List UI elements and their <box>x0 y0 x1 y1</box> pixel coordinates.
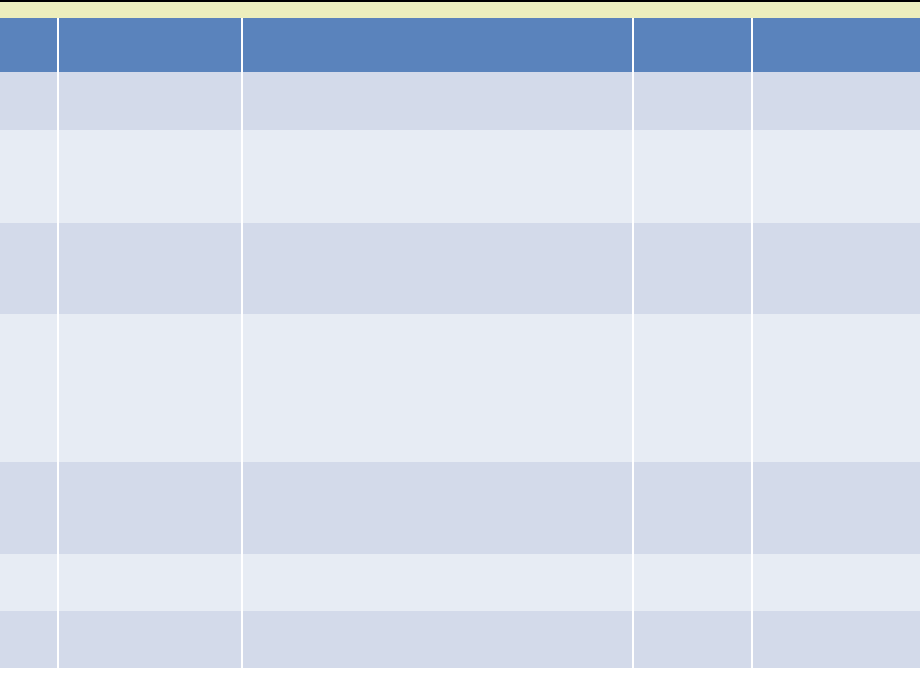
table-row <box>0 72 920 130</box>
table-row <box>0 554 920 611</box>
table-row <box>0 611 920 668</box>
table-cell <box>632 554 751 611</box>
table-cell <box>57 223 241 314</box>
table-cell <box>751 223 920 314</box>
data-table <box>0 18 920 668</box>
table-cell <box>241 314 632 462</box>
table-cell <box>57 314 241 462</box>
table-cell <box>751 611 920 668</box>
table-cell <box>751 554 920 611</box>
table-header-cell <box>241 18 632 72</box>
top-strip <box>0 0 920 18</box>
table-cell <box>241 554 632 611</box>
table-cell <box>632 130 751 223</box>
table-header-cell <box>632 18 751 72</box>
table-cell <box>57 462 241 554</box>
table-row <box>0 223 920 314</box>
table-cell <box>632 314 751 462</box>
table-cell <box>241 223 632 314</box>
table-cell <box>57 130 241 223</box>
table-cell <box>0 130 57 223</box>
table-cell <box>751 130 920 223</box>
table-row <box>0 130 920 223</box>
table-header-row <box>0 18 920 72</box>
table-cell <box>57 554 241 611</box>
table-header-cell <box>0 18 57 72</box>
table-cell <box>632 611 751 668</box>
table-cell <box>632 462 751 554</box>
table-header-cell <box>57 18 241 72</box>
table-cell <box>632 72 751 130</box>
table-cell <box>0 462 57 554</box>
table-row <box>0 314 920 462</box>
table-cell <box>0 314 57 462</box>
table-cell <box>0 72 57 130</box>
table-cell <box>751 72 920 130</box>
table-cell <box>241 130 632 223</box>
table-cell <box>241 72 632 130</box>
table-cell <box>751 314 920 462</box>
table-cell <box>57 72 241 130</box>
table-cell <box>241 462 632 554</box>
table-cell <box>632 223 751 314</box>
table-cell <box>57 611 241 668</box>
table-cell <box>241 611 632 668</box>
table-cell <box>0 223 57 314</box>
table-cell <box>0 611 57 668</box>
table-cell <box>751 462 920 554</box>
table-cell <box>0 554 57 611</box>
table-row <box>0 462 920 554</box>
table-header-cell <box>751 18 920 72</box>
